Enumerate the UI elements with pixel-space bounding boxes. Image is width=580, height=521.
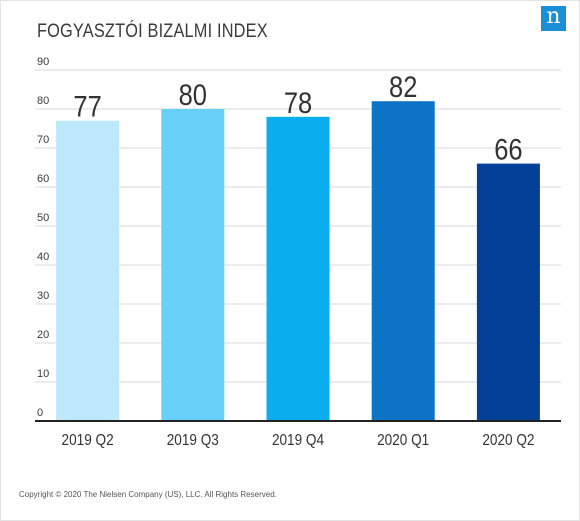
x-tick-label: 2020 Q2 xyxy=(482,432,534,449)
x-tick-label: 2020 Q1 xyxy=(377,432,429,449)
chart-title: FOGYASZTÓI BIZALMI INDEX xyxy=(37,21,268,42)
data-label: 82 xyxy=(389,70,417,103)
data-label: 78 xyxy=(284,86,312,119)
y-tick-label: 50 xyxy=(37,212,49,224)
y-tick-label: 0 xyxy=(37,407,43,419)
y-tick-label: 70 xyxy=(37,134,49,146)
bar xyxy=(266,116,330,422)
data-label: 80 xyxy=(179,78,207,111)
y-tick-label: 90 xyxy=(37,56,49,68)
bar xyxy=(476,163,540,421)
y-tick-label: 80 xyxy=(37,95,49,107)
x-tick-label: 2019 Q3 xyxy=(167,432,219,449)
y-tick-label: 10 xyxy=(37,368,49,380)
y-tick-label: 40 xyxy=(37,251,49,263)
nielsen-logo-icon: n xyxy=(541,6,566,31)
bar xyxy=(56,120,120,421)
y-tick-label: 30 xyxy=(37,290,49,302)
copyright-text: Copyright © 2020 The Nielsen Company (US… xyxy=(19,490,277,499)
x-tick-label: 2019 Q4 xyxy=(272,432,324,449)
y-tick-label: 60 xyxy=(37,173,49,185)
x-tick-label: 2019 Q2 xyxy=(62,432,114,449)
bar xyxy=(371,101,435,421)
data-label: 66 xyxy=(494,133,522,166)
data-label: 77 xyxy=(73,90,101,123)
y-tick-label: 20 xyxy=(37,329,49,341)
bar xyxy=(161,109,225,421)
bar-chart: 0 10 20 30 40 50 60 70 80 90 77 2019 Q2 80 2019 Q3 78 2… xyxy=(35,56,561,449)
